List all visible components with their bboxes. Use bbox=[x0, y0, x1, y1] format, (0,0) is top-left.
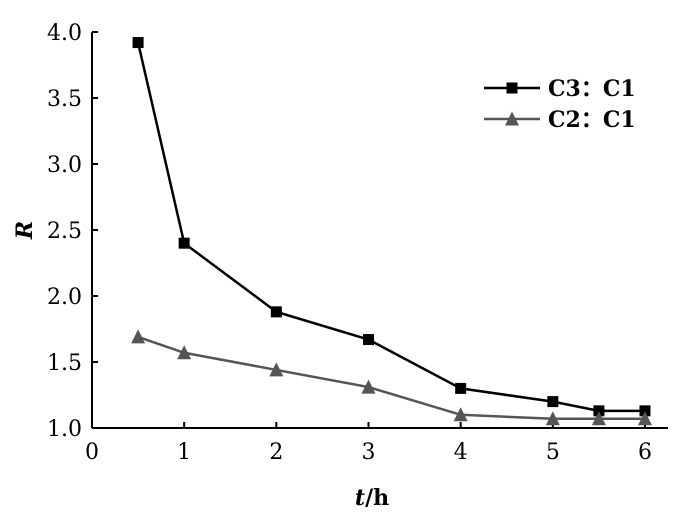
legend-marker bbox=[505, 111, 519, 126]
legend-label: C3：C1 bbox=[548, 76, 636, 102]
series-layer bbox=[131, 37, 652, 426]
data-point bbox=[593, 405, 605, 417]
series-square bbox=[132, 37, 651, 417]
data-point bbox=[545, 411, 560, 426]
data-point bbox=[547, 396, 559, 408]
data-point bbox=[455, 382, 467, 394]
y-tick-label: 1.5 bbox=[47, 351, 82, 376]
data-point bbox=[638, 411, 652, 426]
legend-item: C3：C1 bbox=[484, 76, 636, 102]
x-tick-label: 1 bbox=[177, 440, 191, 465]
data-point bbox=[270, 306, 282, 318]
y-tick-label: 1.0 bbox=[47, 417, 82, 442]
y-tick-label: 2.5 bbox=[47, 219, 82, 244]
data-point bbox=[639, 405, 651, 417]
data-point bbox=[177, 345, 192, 360]
y-axis-label: R bbox=[12, 221, 38, 240]
data-point bbox=[269, 362, 284, 377]
x-tick-label: 2 bbox=[269, 440, 283, 465]
y-tick-label: 3.0 bbox=[47, 153, 82, 178]
data-point bbox=[453, 407, 468, 422]
series-line bbox=[136, 42, 645, 413]
y-tick-label: 3.5 bbox=[47, 87, 82, 112]
series-line bbox=[137, 335, 645, 421]
x-tick-label: 4 bbox=[454, 440, 468, 465]
x-tick-label: 0 bbox=[85, 440, 99, 465]
data-point bbox=[591, 411, 606, 426]
legend-label: C2：C1 bbox=[548, 107, 636, 133]
data-point bbox=[363, 334, 374, 346]
x-tick-label: 6 bbox=[638, 440, 652, 465]
axes: 0 1 2 3 4 5 6 1.0 1.5 2.0 2.5 3.0 3.5 4.0 t/h R bbox=[12, 21, 668, 511]
x-axis-label: t/h bbox=[355, 485, 389, 511]
y-tick-label: 4.0 bbox=[47, 21, 82, 46]
data-point bbox=[131, 329, 146, 344]
series-triangle bbox=[131, 329, 652, 426]
data-point bbox=[132, 37, 144, 49]
legend: C3：C1 C2：C1 bbox=[484, 76, 636, 133]
data-point bbox=[361, 379, 376, 394]
x-tick-label: 3 bbox=[362, 440, 376, 465]
legend-marker bbox=[506, 82, 518, 94]
legend-item: C2：C1 bbox=[484, 107, 636, 133]
data-point bbox=[178, 237, 190, 249]
y-tick-label: 2.0 bbox=[47, 285, 82, 310]
x-tick-label: 5 bbox=[546, 440, 560, 465]
